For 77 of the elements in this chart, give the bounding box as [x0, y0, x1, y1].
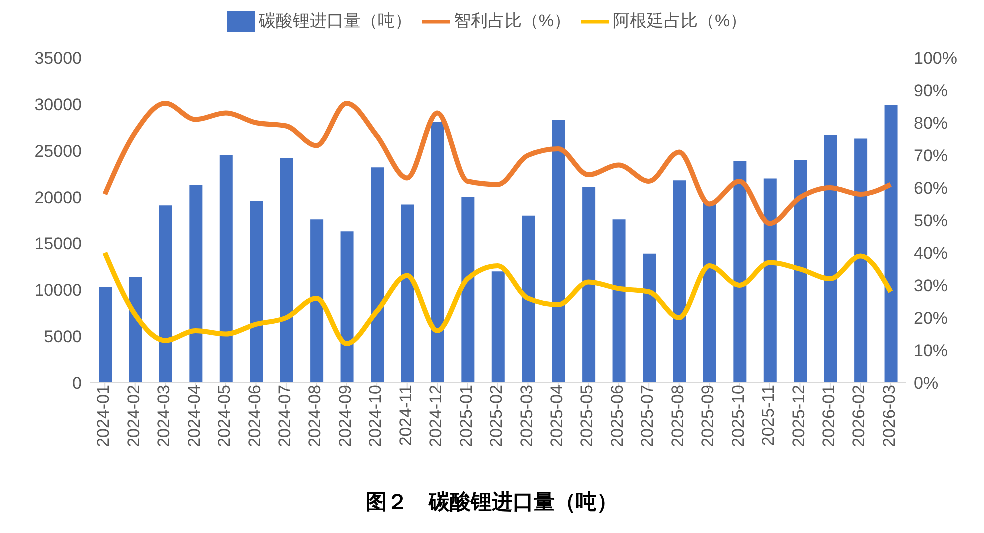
- bar: [794, 160, 808, 383]
- y-tick-label: 35000: [34, 49, 82, 68]
- y2-tick-label: 60%: [914, 179, 948, 198]
- x-tick-label: 2024-06: [245, 385, 264, 448]
- x-tick-label: 2025-03: [517, 385, 536, 448]
- x-tick-label: 2024-09: [336, 385, 355, 448]
- bar: [310, 220, 324, 383]
- y-tick-label: 30000: [34, 95, 82, 114]
- text: 图２ 碳酸锂进口量（吨）: [365, 488, 619, 516]
- bar: [612, 220, 626, 383]
- x-tick-label: 2024-05: [215, 385, 234, 448]
- x-tick-label: 2025-12: [789, 385, 808, 448]
- y-tick-label: 10000: [34, 281, 82, 300]
- x-tick-label: 2024-07: [276, 385, 295, 448]
- bar: [734, 161, 747, 383]
- bar: [703, 202, 716, 383]
- y-tick-label: 5000: [44, 328, 82, 347]
- x-tick-label: 2025-02: [487, 385, 506, 448]
- x-tick-label: 2024-08: [306, 385, 325, 448]
- x-tick-label: 2025-11: [759, 385, 778, 446]
- x-tick-label: 2024-10: [366, 385, 386, 448]
- bar: [190, 185, 203, 383]
- y2-tick-label: 10%: [914, 342, 948, 361]
- bar: [462, 197, 475, 383]
- x-tick-label: 2025-05: [578, 385, 597, 448]
- y2-tick-label: 0%: [914, 374, 939, 394]
- y2-tick-label: 50%: [914, 212, 948, 231]
- x-tick-label: 2025-10: [728, 385, 748, 448]
- bar: [582, 187, 596, 383]
- x-tick-label: 2025-06: [608, 385, 627, 448]
- y-tick-label: 25000: [34, 142, 82, 161]
- y2-tick-label: 40%: [914, 244, 948, 264]
- legend-label: 智利占比（%）: [454, 11, 571, 30]
- y2-tick-label: 30%: [914, 276, 948, 296]
- x-tick-label: 2026-01: [820, 385, 839, 448]
- legend-label: 碳酸锂进口量（吨）: [258, 11, 412, 30]
- bar: [99, 287, 112, 383]
- bar: [340, 232, 354, 383]
- y-tick-label: 20000: [34, 188, 82, 208]
- bar: [824, 135, 838, 383]
- x-tick-label: 2024-04: [184, 385, 204, 448]
- bar: [884, 105, 898, 383]
- y-tick-label: 0: [72, 374, 82, 394]
- bar: [280, 158, 294, 383]
- x-tick-label: 2025-04: [548, 385, 567, 448]
- bar: [159, 206, 172, 383]
- y2-tick-label: 90%: [914, 82, 948, 101]
- x-tick-label: 2024-03: [154, 385, 174, 448]
- bar: [371, 168, 384, 383]
- bar: [643, 254, 656, 383]
- bar: [522, 216, 536, 383]
- x-tick-label: 2024-12: [426, 385, 446, 448]
- x-tick-label: 2025-08: [668, 385, 688, 448]
- y-tick-label: 15000: [34, 234, 82, 254]
- bar: [431, 122, 444, 383]
- bar: [764, 178, 777, 383]
- y2-tick-label: 80%: [914, 114, 948, 134]
- x-tick-label: 2026-03: [880, 385, 899, 448]
- x-tick-label: 2024-01: [94, 385, 114, 448]
- bar: [552, 120, 566, 383]
- x-tick-label: 2026-02: [850, 385, 869, 448]
- legend-label: 阿根廷占比（%）: [613, 11, 748, 30]
- bar: [673, 180, 686, 383]
- bar: [854, 138, 868, 383]
- bar: [492, 272, 505, 383]
- x-tick-label: 2024-02: [124, 385, 144, 448]
- bar: [129, 277, 142, 383]
- bar: [220, 156, 233, 383]
- x-tick-label: 2025-01: [456, 385, 476, 448]
- x-tick-label: 2025-09: [698, 385, 718, 448]
- bar: [401, 204, 414, 383]
- y2-tick-label: 70%: [914, 146, 948, 166]
- y2-tick-label: 20%: [914, 309, 948, 328]
- x-tick-label: 2024-11: [396, 385, 416, 446]
- x-tick-label: 2025-07: [638, 385, 658, 448]
- y2-tick-label: 100%: [914, 49, 958, 68]
- bar: [250, 201, 264, 383]
